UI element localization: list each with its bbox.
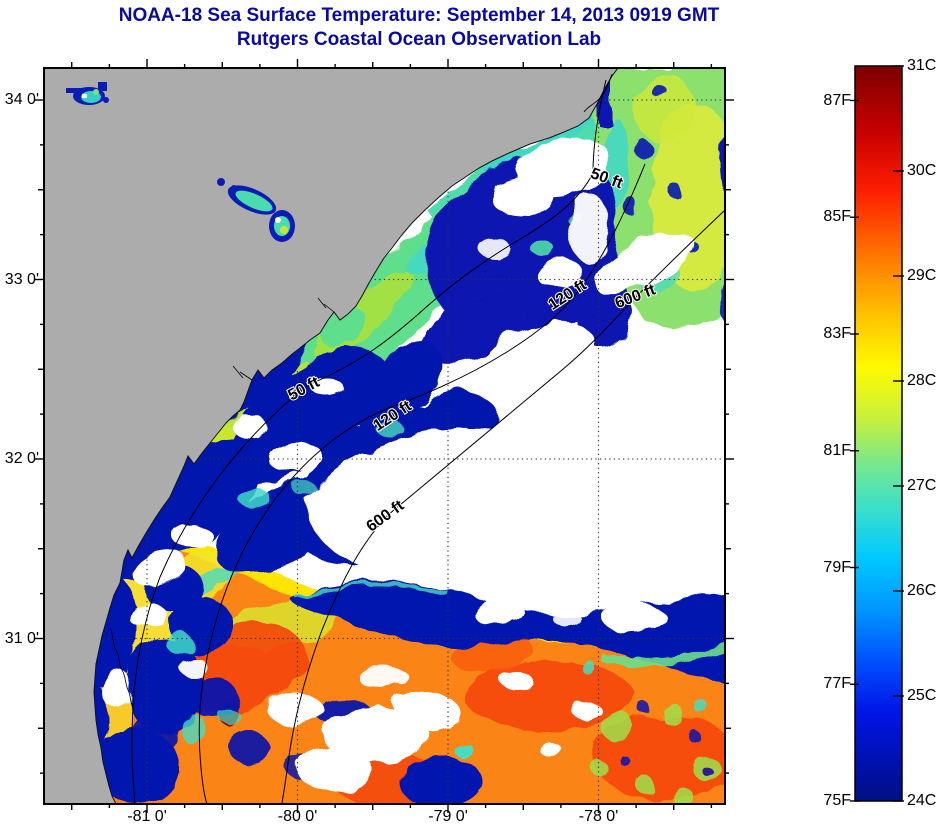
colorbar-celsius-label: 25C <box>907 687 936 704</box>
colorbar-fahrenheit-label: 75F <box>823 792 851 809</box>
contour-120ft <box>198 163 646 804</box>
land-mass <box>44 68 619 804</box>
colorbar-celsius-label: 24C <box>907 792 936 809</box>
colorbar-celsius-label: 26C <box>907 582 936 599</box>
x-tick-label: -81 0' <box>127 808 167 825</box>
figure-title: NOAA-18 Sea Surface Temperature: Septemb… <box>0 4 838 52</box>
y-tick-label: 31 0' <box>4 629 39 647</box>
y-tick-label: 33 0' <box>4 270 39 288</box>
x-tick-label: -79 0' <box>428 808 468 825</box>
lake-lower <box>217 178 295 242</box>
colorbar <box>854 65 903 802</box>
colorbar-celsius-label: 28C <box>907 372 936 389</box>
colorbar-fahrenheit-label: 85F <box>823 208 851 226</box>
title-line-2: Rutgers Coastal Ocean Observation Lab <box>236 29 602 50</box>
colorbar-celsius-label: 31C <box>907 57 936 74</box>
colorbar-fahrenheit-label: 79F <box>823 558 851 576</box>
x-tick-label: -80 0' <box>277 808 318 825</box>
cloud-patches <box>116 138 725 792</box>
colorbar-ticks <box>850 65 904 802</box>
y-tick-label: 32 0' <box>4 450 39 467</box>
warm-region-speckles <box>582 661 719 804</box>
land <box>44 68 619 804</box>
coastline-detail <box>109 73 613 709</box>
colorbar-fahrenheit-label: 81F <box>823 441 851 459</box>
y-tick-label: 34 0' <box>4 91 39 108</box>
title-line-1: NOAA-18 Sea Surface Temperature: Septemb… <box>118 5 720 26</box>
colorbar-celsius-label: 30C <box>907 162 936 179</box>
contour-50ft <box>131 79 607 804</box>
contour-600ft <box>281 209 725 804</box>
colorbar-fahrenheit-label: 87F <box>823 91 851 109</box>
colorbar-celsius-label: 27C <box>907 477 936 494</box>
colorbar-fahrenheit-label: 77F <box>823 675 851 693</box>
lake-upper <box>66 82 109 105</box>
x-tick-label: -78 0' <box>578 808 619 825</box>
colorbar-fahrenheit-label: 83F <box>823 325 851 342</box>
colorbar-celsius-label: 29C <box>907 267 936 284</box>
plot-frame <box>43 67 726 805</box>
